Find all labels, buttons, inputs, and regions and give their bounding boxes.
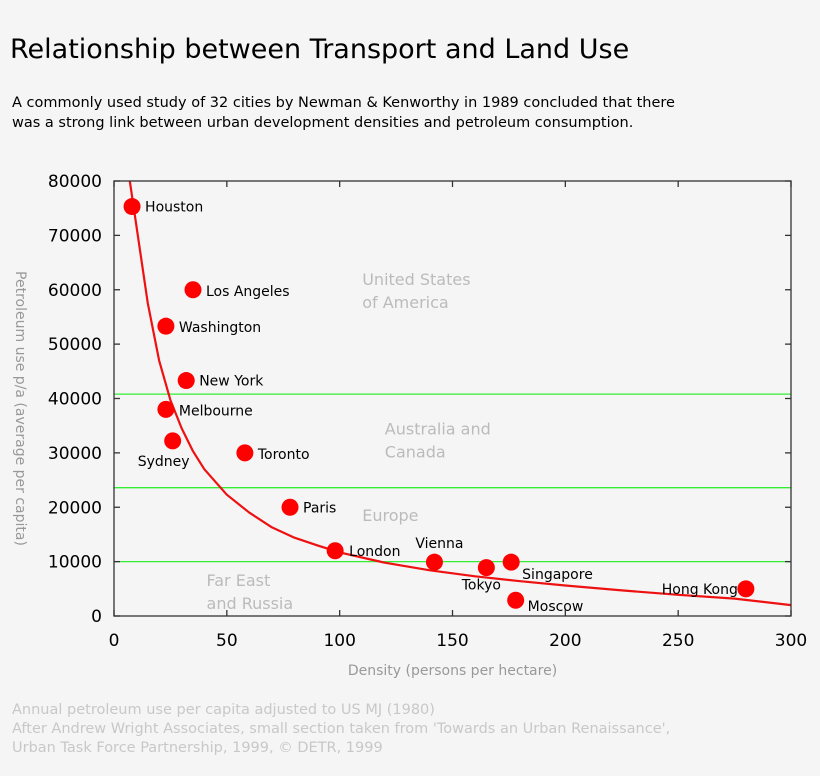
region-label-line-2: Canada (385, 442, 446, 461)
point-label-washington: Washington (179, 320, 261, 336)
x-tick-label-300: 300 (775, 631, 807, 651)
point-tokyo (477, 559, 495, 577)
trend-curve (128, 180, 792, 607)
x-tick-label-50: 50 (216, 631, 238, 651)
point-label-paris: Paris (303, 500, 336, 516)
y-tick-label-0: 0 (91, 607, 102, 627)
x-tick-label-100: 100 (323, 631, 355, 651)
y-tick-label-30000: 30000 (48, 444, 102, 464)
y-tick-label-50000: 50000 (48, 335, 102, 355)
region-label-line-1: Far East (207, 571, 271, 590)
point-label-new-york: New York (199, 374, 264, 390)
region-label-2: Europe (362, 506, 418, 525)
point-label-sydney: Sydney (138, 454, 190, 470)
point-singapore (502, 553, 520, 571)
point-label-melbourne: Melbourne (179, 403, 253, 419)
chart-subtitle-line-2: was a strong link between urban developm… (12, 115, 634, 131)
region-label-line-2: of America (362, 293, 449, 312)
point-label-los-angeles: Los Angeles (206, 284, 290, 300)
trend-curve-layer (128, 180, 792, 607)
y-tick-label-60000: 60000 (48, 281, 102, 301)
point-label-moscow: Moscow (528, 599, 584, 615)
point-label-london: London (349, 544, 400, 560)
point-los-angeles (184, 281, 202, 299)
region-label-line-1: Australia and (385, 419, 491, 438)
point-label-toronto: Toronto (257, 447, 310, 463)
x-axis-label: Density (persons per hectare) (348, 663, 557, 679)
point-paris (281, 498, 299, 516)
point-houston (123, 198, 141, 216)
region-label-0: United States of America (362, 270, 470, 312)
x-tick-label-150: 150 (436, 631, 468, 651)
region-label-3: Far East and Russia (207, 571, 294, 613)
region-label-line-1: Europe (362, 506, 418, 525)
x-tick-label-200: 200 (549, 631, 581, 651)
y-tick-label-20000: 20000 (48, 498, 102, 518)
point-melbourne (157, 400, 175, 418)
point-new-york (177, 372, 195, 390)
region-label-line-2: and Russia (207, 594, 294, 613)
point-toronto (236, 444, 254, 462)
scatter-chart: United States of America Australia and Cana… (12, 172, 807, 679)
point-label-hong-kong: Hong Kong (662, 582, 738, 598)
axes: 0 50 100 150 200 250 300 0 10000 20000 30000 40000 5… (12, 172, 807, 679)
y-tick-label-40000: 40000 (48, 390, 102, 410)
point-london (326, 542, 344, 560)
chart-title: Relationship between Transport and Land … (10, 34, 630, 65)
point-moscow (507, 591, 525, 609)
footnote-line-3: Urban Task Force Partnership, 1999, © DE… (12, 740, 383, 756)
point-label-houston: Houston (145, 200, 203, 216)
point-hong-kong (737, 580, 755, 598)
y-axis-label: Petroleum use p/a (average per capita) (12, 271, 28, 546)
region-labels: United States of America Australia and Cana… (207, 270, 491, 613)
footnote-line-1: Annual petroleum use per capita adjusted… (12, 702, 435, 718)
y-tick-label-80000: 80000 (48, 172, 102, 192)
point-labels: Houston Los Angeles Washington New York Melb… (138, 200, 738, 616)
x-tick-label-0: 0 (109, 631, 120, 651)
point-label-tokyo: Tokyo (461, 578, 501, 594)
region-bands (114, 393, 791, 563)
region-label-1: Australia and Canada (385, 419, 491, 461)
point-sydney (164, 432, 182, 450)
region-label-line-1: United States (362, 270, 470, 289)
footnote-line-2: After Andrew Wright Associates, small se… (12, 721, 671, 737)
point-washington (157, 317, 175, 335)
y-tick-label-70000: 70000 (48, 226, 102, 246)
x-tick-label-250: 250 (662, 631, 694, 651)
point-vienna (425, 553, 443, 571)
chart-subtitle-line-1: A commonly used study of 32 cities by Ne… (12, 95, 675, 111)
point-label-singapore: Singapore (522, 567, 593, 583)
data-points (123, 198, 755, 609)
point-label-vienna: Vienna (415, 536, 463, 552)
y-tick-label-10000: 10000 (48, 553, 102, 573)
